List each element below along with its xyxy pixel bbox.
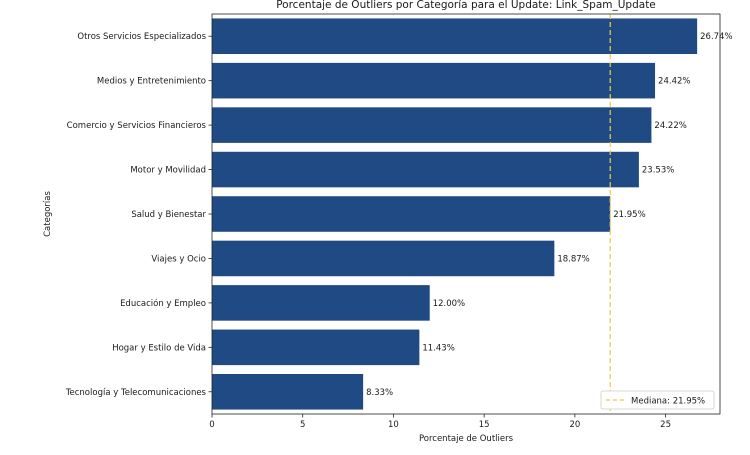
x-tick-label: 5 <box>300 420 305 430</box>
bar <box>212 240 555 277</box>
data-label: 12.00% <box>433 299 465 309</box>
category-label: Otros Servicios Especializados <box>77 32 206 42</box>
category-label: Medios y Entretenimiento <box>97 77 206 87</box>
x-tick-label: 10 <box>388 420 399 430</box>
bar <box>212 107 652 143</box>
x-tick-label: 15 <box>479 420 490 430</box>
category-label: Viajes y Ocio <box>151 254 206 264</box>
bar <box>212 374 364 410</box>
x-tick-label: 25 <box>660 420 671 430</box>
category-label: Motor y Movilidad <box>130 166 206 176</box>
data-label: 8.33% <box>366 388 393 398</box>
data-label: 23.53% <box>642 166 674 176</box>
bar <box>212 62 656 99</box>
data-label: 26.74% <box>700 32 732 42</box>
x-axis-label: Porcentaje de Outliers <box>419 434 514 444</box>
chart-title: Porcentaje de Outliers por Categoría par… <box>276 0 656 11</box>
x-tick-label: 0 <box>209 420 214 430</box>
category-label: Salud y Bienestar <box>131 210 206 220</box>
y-axis-label: Categorías <box>43 191 53 237</box>
legend: Mediana: 21.95% <box>600 390 715 410</box>
bar <box>212 329 420 366</box>
legend-median-label: Mediana: 21.95% <box>631 397 705 407</box>
category-label: Comercio y Servicios Financieros <box>67 121 207 131</box>
category-label: Tecnología y Telecomunicaciones <box>65 388 207 398</box>
bars-layer <box>212 18 698 410</box>
data-label: 24.22% <box>654 121 686 131</box>
data-label: 11.43% <box>422 343 454 353</box>
bar <box>212 151 639 188</box>
data-label: 21.95% <box>613 210 645 220</box>
legend-box <box>600 390 715 410</box>
bar <box>212 18 698 55</box>
data-label: 18.87% <box>557 254 589 264</box>
bar <box>212 196 611 232</box>
category-label: Educación y Empleo <box>120 298 206 309</box>
category-label: Hogar y Estilo de Vida <box>112 343 206 353</box>
bar <box>212 285 430 321</box>
ticks-layer: 0 5 10 15 20 25 <box>208 35 671 430</box>
data-labels: 26.74% 24.42% 24.22% 23.53% 21.95% 18.87% 12.0… <box>366 32 732 398</box>
x-tick-label: 20 <box>569 420 580 430</box>
category-labels: Otros Servicios Especializados Medios y E… <box>65 32 207 398</box>
data-label: 24.42% <box>658 77 690 87</box>
